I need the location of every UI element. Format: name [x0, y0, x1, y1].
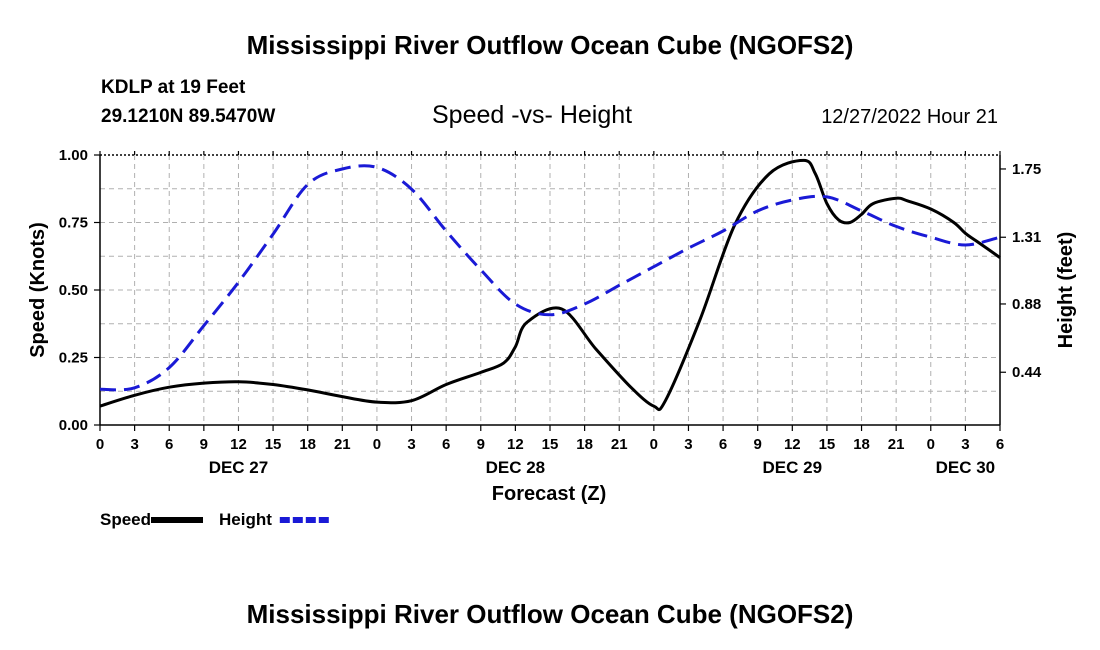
x-tick-label: 0	[650, 436, 658, 453]
x-tick-label: 6	[996, 436, 1004, 453]
speed-series-line	[99, 158, 1001, 412]
x-tick-label: 18	[853, 436, 870, 453]
forecast-datetime: 12/27/2022 Hour 21	[821, 106, 998, 128]
y2-tick-label: 0.44	[1012, 364, 1042, 381]
x-tick-label: 6	[165, 436, 173, 453]
station-name: KDLP at 19 Feet	[101, 77, 246, 98]
y-tick-label: 0.75	[59, 215, 88, 232]
y2-tick-label: 1.75	[1012, 161, 1041, 178]
legend-label-height: Height	[219, 510, 272, 529]
date-label: DEC 30	[936, 458, 996, 477]
x-tick-label: 9	[754, 436, 762, 453]
height-series-line	[99, 164, 1001, 392]
y2-axis-label: Height (feet)	[1055, 232, 1077, 349]
y-tick-label: 1.00	[59, 147, 88, 164]
x-tick-label: 12	[784, 436, 801, 453]
x-tick-label: 3	[684, 436, 692, 453]
x-tick-label: 21	[334, 436, 351, 453]
legend-label-speed: Speed	[100, 510, 151, 529]
x-tick-label: 0	[927, 436, 935, 453]
x-tick-label: 3	[407, 436, 415, 453]
x-tick-label: 15	[265, 436, 282, 453]
legend: Speed Height	[100, 510, 332, 529]
x-tick-label: 15	[542, 436, 559, 453]
x-tick-label: 0	[96, 436, 104, 453]
y2-tick-label: 0.88	[1012, 296, 1041, 313]
x-tick-label: 3	[130, 436, 138, 453]
x-tick-label: 6	[442, 436, 450, 453]
footer-title: Mississippi River Outflow Ocean Cube (NG…	[246, 599, 854, 629]
station-coordinates: 29.1210N 89.5470W	[101, 106, 276, 127]
chart-subtitle: Speed -vs- Height	[432, 101, 633, 129]
x-tick-label: 6	[719, 436, 727, 453]
x-tick-label: 21	[611, 436, 628, 453]
x-tick-label: 9	[477, 436, 485, 453]
y2-tick-label: 1.31	[1012, 229, 1041, 246]
x-tick-label: 18	[299, 436, 316, 453]
x-tick-label: 21	[888, 436, 905, 453]
y-tick-label: 0.50	[59, 282, 88, 299]
axes: 0 3 6 9 12 15 18 21 0 3 6 9 12 15 18 21 0 3 6 9 12 15 18 21 0 3 6D…	[59, 147, 1042, 477]
x-tick-label: 12	[230, 436, 247, 453]
date-label: DEC 27	[209, 458, 269, 477]
grid	[100, 155, 1000, 425]
y-tick-label: 0.25	[59, 350, 88, 367]
axis-labels: Forecast (Z) Speed (Knots) Height (feet)	[27, 222, 1077, 505]
y-axis-label: Speed (Knots)	[27, 222, 49, 358]
x-tick-label: 12	[507, 436, 524, 453]
x-tick-label: 15	[819, 436, 836, 453]
series	[99, 158, 1001, 412]
y-tick-label: 0.00	[59, 417, 88, 434]
x-tick-label: 0	[373, 436, 381, 453]
x-tick-label: 18	[576, 436, 593, 453]
x-tick-label: 3	[961, 436, 969, 453]
date-label: DEC 28	[486, 458, 546, 477]
x-axis-label: Forecast (Z)	[492, 483, 606, 505]
date-label: DEC 29	[763, 458, 823, 477]
chart-title: Mississippi River Outflow Ocean Cube (NG…	[246, 30, 854, 60]
x-tick-label: 9	[200, 436, 208, 453]
